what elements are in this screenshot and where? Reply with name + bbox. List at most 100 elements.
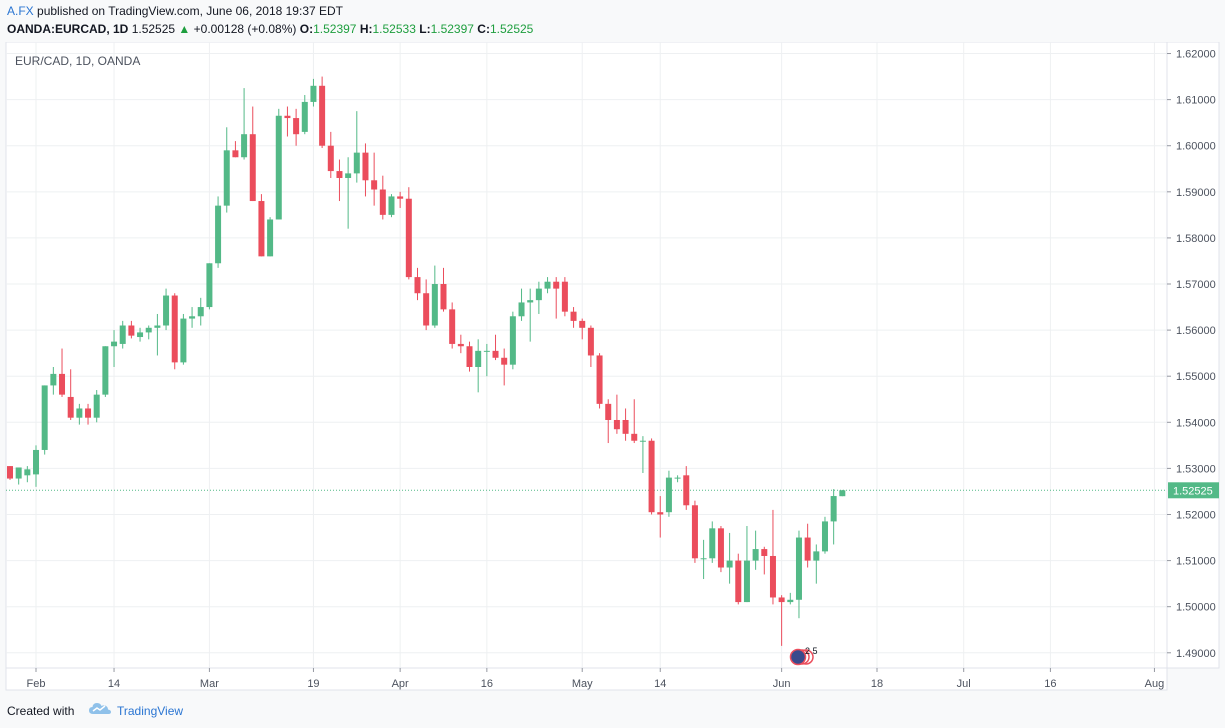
candle[interactable] (821, 516, 828, 554)
candle[interactable] (405, 187, 412, 280)
candle[interactable] (553, 277, 560, 319)
candle[interactable] (605, 399, 612, 444)
candle[interactable] (137, 327, 144, 342)
candle[interactable] (596, 353, 603, 409)
candle[interactable] (223, 127, 230, 213)
candle[interactable] (613, 394, 620, 434)
candle[interactable] (743, 526, 750, 603)
candle[interactable] (631, 399, 638, 444)
candle[interactable] (501, 348, 508, 386)
candle[interactable] (440, 267, 447, 312)
candle[interactable] (353, 111, 360, 183)
candle[interactable] (301, 95, 308, 135)
candle[interactable] (319, 76, 326, 149)
event-marker-icon[interactable]: 2 5 (789, 646, 818, 666)
candle[interactable] (275, 108, 282, 220)
candle[interactable] (657, 496, 664, 538)
candle[interactable] (7, 466, 13, 480)
candle[interactable] (466, 341, 473, 372)
candle[interactable] (206, 263, 213, 310)
candle[interactable] (189, 307, 196, 328)
candle[interactable] (674, 475, 681, 483)
candle[interactable] (215, 196, 222, 268)
candle[interactable] (683, 466, 690, 510)
candle[interactable] (804, 523, 811, 568)
candle[interactable] (379, 175, 386, 220)
candle[interactable] (232, 141, 239, 158)
candle[interactable] (284, 106, 291, 137)
candle[interactable] (830, 489, 837, 545)
candle[interactable] (50, 366, 57, 395)
candle[interactable] (795, 530, 802, 619)
candle[interactable] (371, 152, 378, 206)
candle[interactable] (700, 539, 707, 580)
candle[interactable] (761, 546, 768, 575)
candle[interactable] (102, 346, 109, 397)
candle[interactable] (423, 279, 430, 331)
candle[interactable] (241, 88, 248, 160)
candle[interactable] (544, 277, 551, 294)
candle[interactable] (128, 320, 135, 339)
candle[interactable] (145, 325, 152, 340)
candle[interactable] (561, 277, 568, 317)
candle[interactable] (111, 330, 118, 367)
candle[interactable] (154, 313, 161, 356)
candlestick-chart[interactable]: 1.49000 1.50000 1.51000 1.52000 1.53000 1.540… (0, 41, 1225, 696)
candle[interactable] (345, 157, 352, 229)
candle[interactable] (787, 592, 794, 605)
candle[interactable] (431, 265, 438, 328)
candle[interactable] (752, 530, 759, 570)
candle[interactable] (587, 325, 594, 367)
candle[interactable] (180, 313, 187, 365)
candle[interactable] (76, 403, 83, 425)
candle[interactable] (813, 544, 820, 584)
candle[interactable] (483, 343, 490, 377)
candle[interactable] (717, 526, 724, 573)
candle[interactable] (171, 293, 178, 370)
candle[interactable] (457, 334, 464, 354)
candle[interactable] (93, 390, 100, 423)
candle[interactable] (735, 553, 742, 605)
candle[interactable] (535, 281, 542, 314)
candle[interactable] (15, 467, 22, 485)
candle[interactable] (397, 191, 404, 208)
candle[interactable] (85, 403, 92, 425)
plot-area[interactable] (5, 41, 1168, 669)
candle[interactable] (527, 288, 534, 342)
candle[interactable] (518, 288, 525, 321)
tradingview-cloud-icon[interactable] (88, 700, 112, 716)
candle[interactable] (119, 320, 126, 349)
candle[interactable] (249, 106, 256, 202)
candle[interactable] (59, 348, 66, 397)
candle[interactable] (310, 78, 317, 107)
candle[interactable] (327, 131, 334, 178)
candle[interactable] (336, 159, 343, 202)
candle[interactable] (709, 521, 716, 563)
candle[interactable] (665, 470, 672, 517)
price-axis[interactable] (1166, 41, 1220, 669)
candle[interactable] (293, 108, 300, 146)
candle[interactable] (839, 489, 846, 497)
candle[interactable] (362, 143, 369, 197)
candle[interactable] (648, 438, 655, 515)
candle[interactable] (67, 369, 74, 420)
candle[interactable] (449, 302, 456, 349)
time-axis[interactable] (5, 667, 1168, 691)
candle[interactable] (570, 307, 577, 328)
tradingview-link[interactable]: TradingView (117, 704, 184, 718)
candle[interactable] (639, 436, 646, 474)
author-link[interactable]: A.FX (7, 4, 34, 18)
candle[interactable] (691, 500, 698, 563)
candle[interactable] (163, 288, 170, 331)
candle[interactable] (267, 217, 274, 257)
candle[interactable] (197, 297, 204, 326)
candle[interactable] (769, 509, 776, 605)
candle[interactable] (414, 267, 421, 301)
candle[interactable] (475, 339, 482, 393)
candle[interactable] (509, 311, 516, 370)
candle[interactable] (726, 532, 733, 584)
candle[interactable] (258, 194, 265, 257)
candle[interactable] (41, 385, 48, 455)
candle[interactable] (24, 466, 31, 483)
candle[interactable] (778, 595, 785, 646)
